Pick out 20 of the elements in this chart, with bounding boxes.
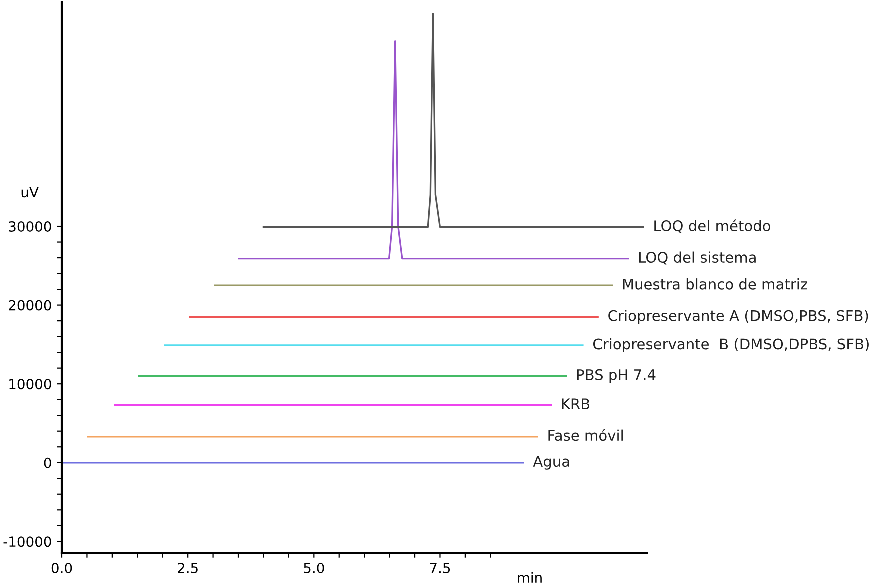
y-tick-label: 0: [44, 458, 52, 468]
series-label: LOQ del sistema: [639, 252, 756, 265]
series-label: Fase móvil: [548, 429, 623, 442]
series-label: Muestra blanco de matriz: [623, 278, 808, 290]
x-tick-label: 7.5: [430, 563, 450, 574]
series-label: KRB: [562, 398, 590, 410]
series-label: PBS pH 7.4: [577, 369, 656, 384]
x-tick-label: 0.0: [52, 562, 72, 574]
series-label: Criopreservante A (DMSO,PBS, SFB): [608, 310, 868, 324]
series-label: Agua: [533, 456, 570, 470]
x-axis-title: min: [518, 572, 542, 583]
y-tick-label: 10000: [10, 379, 52, 390]
series-label: Criopreservante B (DMSO,DPBS, SFB): [593, 338, 869, 353]
y-axis-title: uV: [22, 187, 39, 198]
x-tick-label: 2.5: [178, 562, 198, 574]
series-label: LOQ del método: [654, 220, 770, 234]
y-tick-label: 20000: [9, 300, 52, 311]
x-tick-label: 5.0: [304, 562, 324, 574]
y-tick-label: -10000: [4, 536, 52, 548]
y-tick-label: 30000: [9, 221, 52, 232]
